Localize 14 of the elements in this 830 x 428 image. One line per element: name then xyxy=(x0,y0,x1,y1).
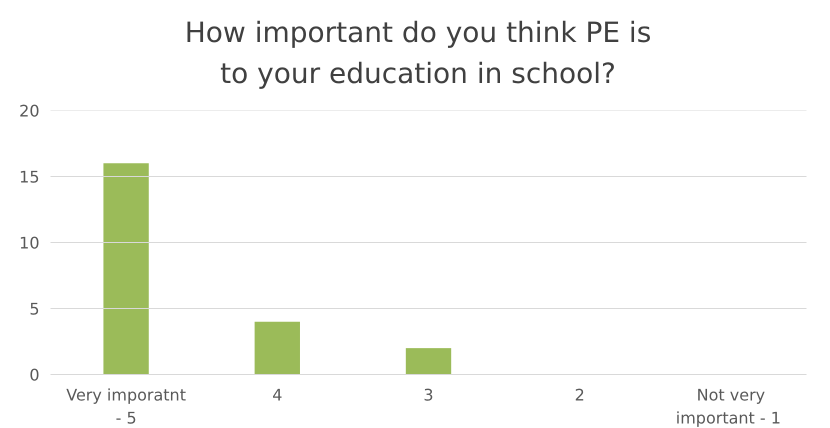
y-tick-label: 10 xyxy=(19,234,40,252)
bar xyxy=(103,163,149,374)
y-tick-label: 20 xyxy=(19,102,40,120)
bar xyxy=(254,322,300,374)
x-tick-label: Very imporatnt - 5 xyxy=(66,386,186,428)
chart-title: How important do you think PE is to your education in school? xyxy=(184,15,652,92)
bar xyxy=(406,348,452,374)
x-tick-label: 2 xyxy=(574,386,585,404)
y-tick-label: 0 xyxy=(29,366,40,384)
x-tick-label: 4 xyxy=(272,386,282,404)
y-tick-label: 5 xyxy=(29,300,40,318)
x-tick-label: Not very important - 1 xyxy=(676,386,781,428)
x-tick-label: 3 xyxy=(423,386,434,404)
y-tick-label: 15 xyxy=(19,168,40,186)
